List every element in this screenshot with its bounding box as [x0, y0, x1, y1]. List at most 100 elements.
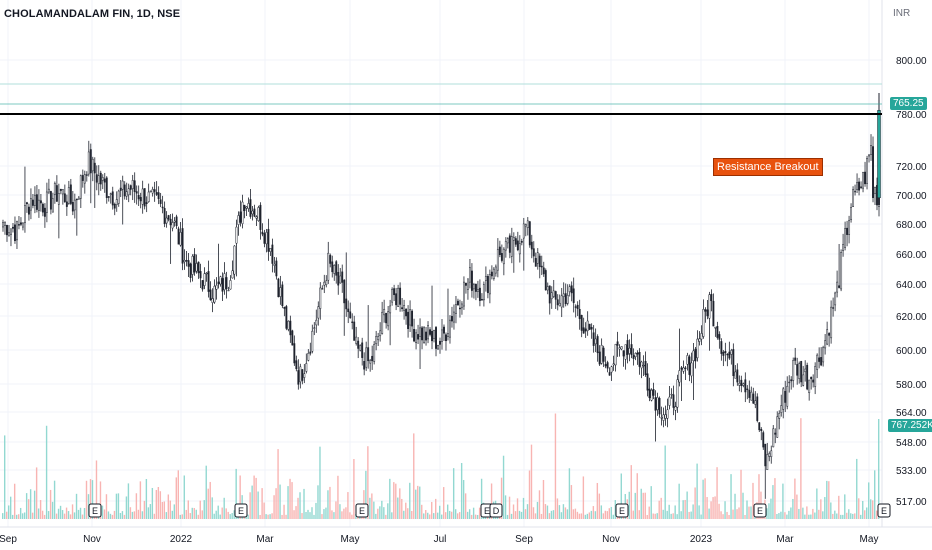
volume-bar [750, 506, 752, 519]
candle-down [459, 307, 461, 310]
volume-bar [824, 497, 826, 519]
candle-up [802, 374, 805, 386]
candle-up [560, 295, 563, 308]
candle-up [235, 226, 238, 244]
volume-bar [572, 509, 575, 519]
volume-bar [263, 502, 265, 519]
volume-bar [63, 513, 66, 519]
candle-down [474, 284, 477, 292]
candle-down [490, 271, 493, 277]
candle-down [596, 336, 599, 354]
volume-bar [502, 455, 505, 519]
candle-up [73, 199, 76, 211]
candle-up [383, 308, 386, 316]
volume-bar [798, 508, 800, 519]
volume-bar [3, 435, 6, 519]
volume-bar [351, 514, 353, 519]
candle-up [427, 325, 429, 340]
candle-down [345, 298, 348, 310]
candle-up [391, 288, 394, 303]
candle-up [852, 189, 855, 207]
candle-down [351, 321, 354, 323]
candle-up [826, 329, 829, 345]
volume-bar [25, 493, 28, 519]
volume-bar [524, 509, 527, 519]
candle-up [53, 183, 56, 195]
volume-bar [680, 511, 682, 519]
volume-bar [842, 514, 844, 519]
candle-down [680, 367, 683, 370]
symbol-title: CHOLAMANDALAM FIN, 1D, NSE [4, 8, 181, 20]
volume-bar [714, 496, 716, 519]
candle-up [229, 280, 232, 290]
candle-up [237, 215, 240, 225]
volume-bar [309, 512, 311, 519]
candle-down [706, 309, 709, 317]
volume-bar [47, 511, 50, 519]
last-price-badge: 765.25 [890, 97, 927, 110]
volume-bar [730, 474, 732, 519]
volume-bar [341, 511, 343, 519]
candle-down [43, 207, 46, 217]
volume-bar [31, 512, 34, 519]
candle-up [814, 366, 817, 387]
volume-bar [303, 488, 305, 519]
volume-bar [13, 483, 16, 519]
candle-down [598, 351, 601, 365]
volume-bar [277, 449, 279, 519]
candle-down [201, 280, 204, 290]
volume-bar [540, 513, 543, 519]
candle-up [117, 190, 120, 204]
candle-up [868, 154, 870, 157]
candle-up [682, 367, 685, 372]
volume-bar [409, 482, 411, 519]
volume-bar [516, 498, 519, 519]
candle-up [492, 268, 495, 279]
candle-up [273, 263, 276, 266]
volume-bar [81, 514, 84, 519]
candle-up [219, 276, 222, 285]
candle-up [482, 284, 485, 301]
candle-down [602, 347, 605, 362]
candle-down [712, 300, 715, 327]
candle-up [660, 417, 663, 419]
volume-bar [468, 509, 471, 519]
volume-bar [698, 505, 700, 519]
volume-bar [664, 445, 666, 519]
candle-up [269, 248, 272, 252]
candle-up [472, 284, 475, 290]
volume-bar [512, 504, 515, 519]
time-tick-label: Jul [434, 534, 447, 545]
volume-bar [676, 514, 678, 519]
candle-up [522, 223, 525, 239]
volume-bar [670, 513, 672, 519]
candle-down [289, 320, 292, 336]
candle-up [51, 198, 54, 213]
candle-up [702, 309, 705, 337]
candle-up [506, 238, 509, 244]
candle-down [480, 298, 483, 301]
volume-bar [61, 510, 64, 519]
candle-down [401, 307, 404, 309]
volume-bar [844, 494, 846, 519]
candle-up [315, 319, 318, 326]
volume-bar [854, 513, 856, 519]
candle-up [792, 360, 795, 381]
candle-down [103, 178, 106, 183]
candle-up [45, 191, 48, 213]
candle-down [654, 397, 657, 411]
candle-down [828, 333, 831, 336]
candle-down [435, 327, 437, 349]
volume-bar [117, 493, 120, 519]
candle-up [379, 330, 382, 337]
candle-up [377, 336, 380, 341]
volume-bar [604, 510, 607, 519]
candle-up [333, 265, 336, 274]
volume-bar [205, 465, 207, 519]
volume-bar [339, 504, 341, 519]
candle-down [417, 334, 420, 340]
volume-bar [588, 512, 591, 519]
candle-up [403, 305, 406, 311]
